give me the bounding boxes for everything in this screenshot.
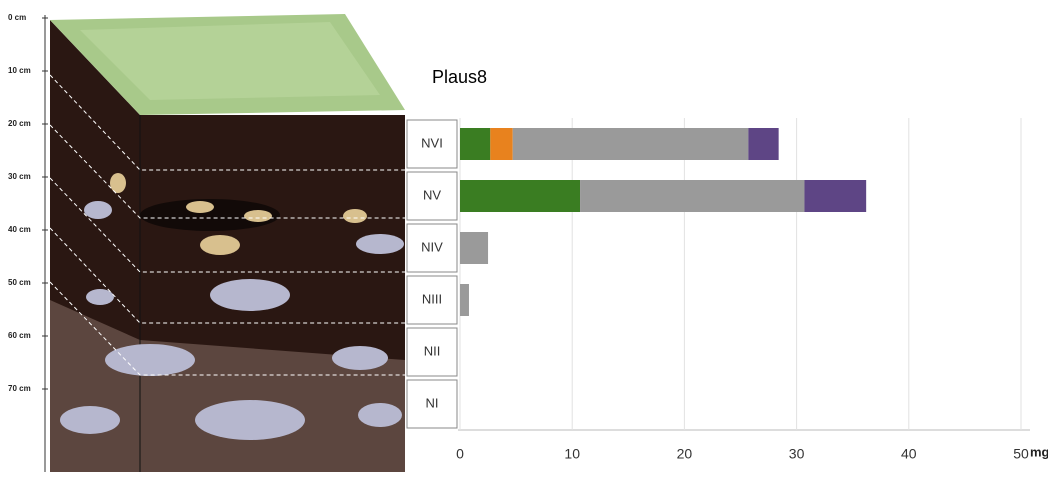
bar-segment: [512, 128, 749, 160]
depth-label: 60 cm: [8, 331, 31, 340]
depth-label: 40 cm: [8, 225, 31, 234]
bar-segment: [580, 180, 805, 212]
x-tick-label: 30: [789, 446, 805, 462]
bar-segment: [460, 180, 581, 212]
y-tick-label: NV: [423, 187, 441, 202]
depth-label: 70 cm: [8, 384, 31, 393]
y-tick-label: NIII: [422, 291, 442, 306]
bar-segment: [490, 128, 513, 160]
y-tick-label: NI: [426, 395, 439, 410]
bar-segment: [460, 232, 489, 264]
row-label-box: [406, 171, 458, 221]
depth-label: 20 cm: [8, 119, 31, 128]
depth-label: 0 cm: [8, 13, 26, 22]
depth-label: 30 cm: [8, 172, 31, 181]
soil-illustration: [44, 14, 405, 472]
x-tick-label: 40: [901, 446, 917, 462]
y-tick-label: NVI: [421, 135, 443, 150]
row-label-box: [406, 119, 458, 169]
y-tick-label: NII: [424, 343, 441, 358]
row-label-box: [406, 275, 458, 325]
row-label-box: [406, 223, 458, 273]
x-tick-label: 50: [1013, 446, 1029, 462]
depth-label: 50 cm: [8, 278, 31, 287]
row-label-box: [406, 379, 458, 429]
x-tick-label: 10: [564, 446, 580, 462]
row-label-box: [406, 327, 458, 377]
depth-label: 10 cm: [8, 66, 31, 75]
x-tick-label: 0: [456, 446, 464, 462]
x-tick-label: 20: [677, 446, 693, 462]
y-tick-label: NIV: [421, 239, 443, 254]
bar-segment: [460, 128, 491, 160]
chart-title: Plaus8: [432, 67, 487, 87]
bar-segment: [748, 128, 779, 160]
bar-segment: [460, 284, 469, 316]
bar-segment: [804, 180, 867, 212]
x-axis-label: mg/kg: [1030, 444, 1048, 459]
